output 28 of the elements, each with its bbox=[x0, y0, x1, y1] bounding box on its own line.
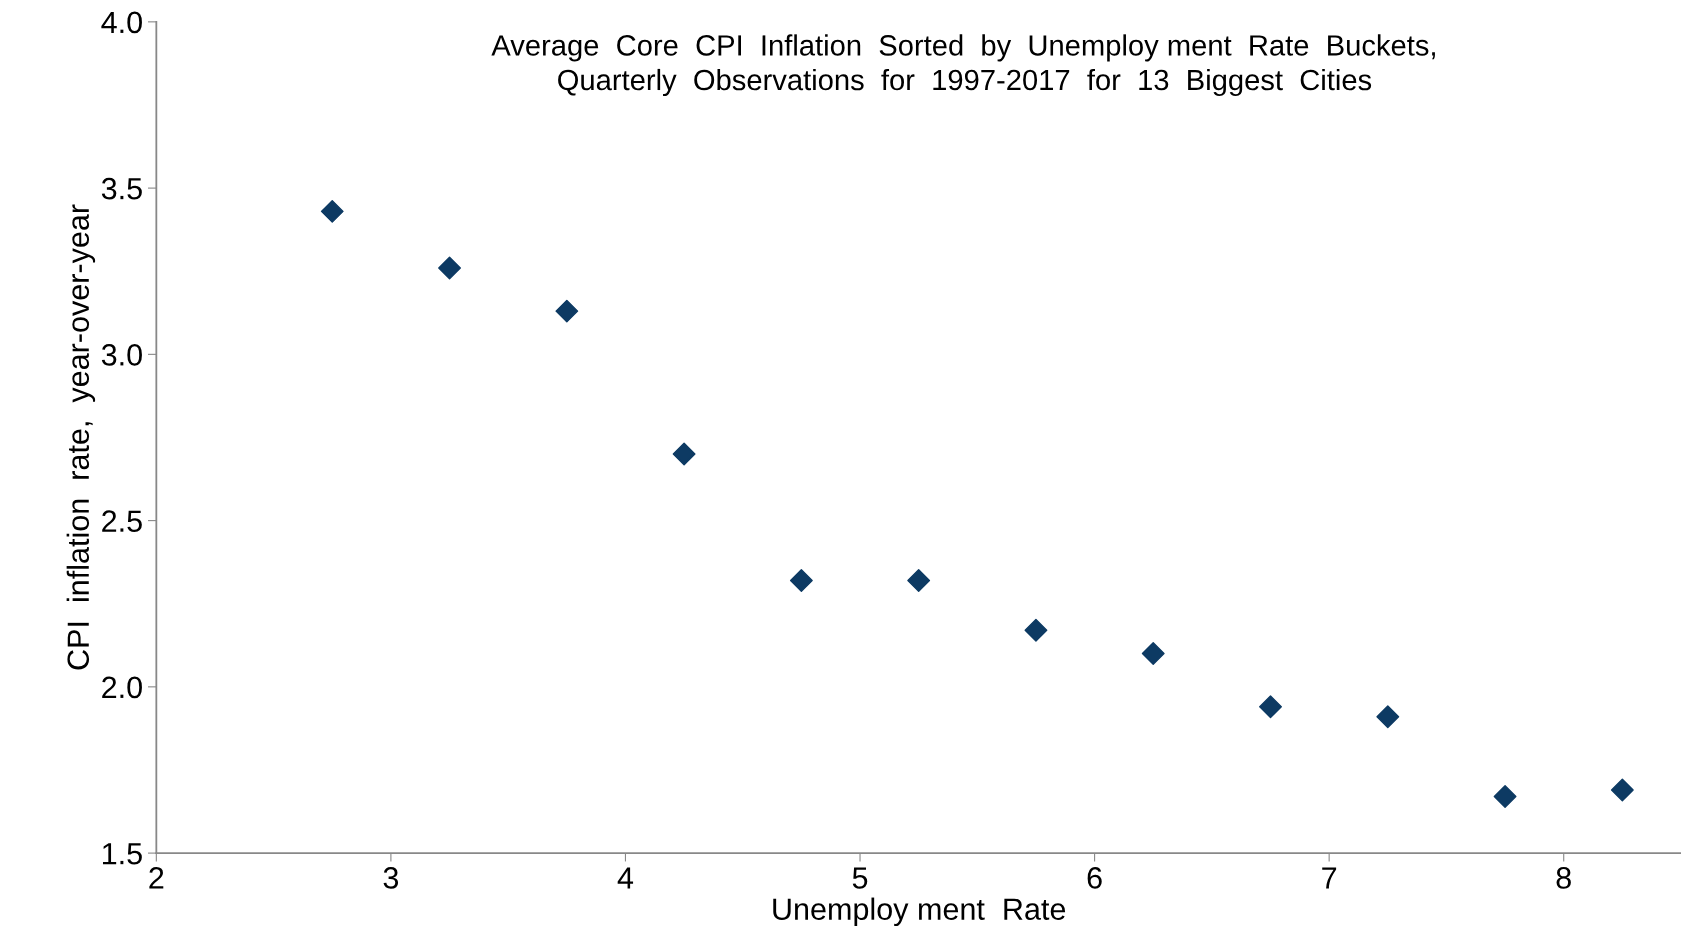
point bbox=[1024, 618, 1048, 642]
point bbox=[907, 568, 931, 592]
x-tick-label: 6 bbox=[1087, 867, 1102, 889]
x-axis-title: Unemploy ment Rate bbox=[773, 897, 1066, 927]
y-tick-label: 3.0 bbox=[101, 344, 142, 366]
x-tick-label: 4 bbox=[617, 867, 634, 889]
point bbox=[1610, 778, 1634, 802]
y-tick-label: 2.5 bbox=[102, 510, 142, 532]
point bbox=[789, 568, 813, 592]
text: Average Core CPI Inflation Sorted by Unemploy ment Rate Buckets, Quarterly Observations for 1997-2017 for 13 Biggest Cities bbox=[491, 34, 1435, 97]
point bbox=[1376, 705, 1400, 729]
point bbox=[672, 442, 696, 466]
point bbox=[555, 299, 579, 323]
x-tick-label: 8 bbox=[1556, 867, 1571, 889]
y-tick-label: 1.5 bbox=[103, 843, 142, 865]
y-tick-label: 4.0 bbox=[101, 11, 142, 34]
point bbox=[1141, 642, 1165, 666]
x-tick-label: 2 bbox=[149, 867, 164, 889]
y-tick-label: 2.0 bbox=[102, 676, 142, 699]
y-tick-label: 3.5 bbox=[101, 177, 142, 200]
x-tick-label: 3 bbox=[383, 867, 399, 889]
point bbox=[438, 256, 461, 280]
point bbox=[320, 199, 344, 223]
y-axis-title: CPI inflation rate, year-over-year bbox=[66, 204, 96, 670]
x-tick-label: 5 bbox=[852, 867, 868, 889]
point bbox=[1493, 785, 1517, 809]
x-tick-label: 7 bbox=[1322, 867, 1337, 889]
point bbox=[1259, 695, 1282, 719]
